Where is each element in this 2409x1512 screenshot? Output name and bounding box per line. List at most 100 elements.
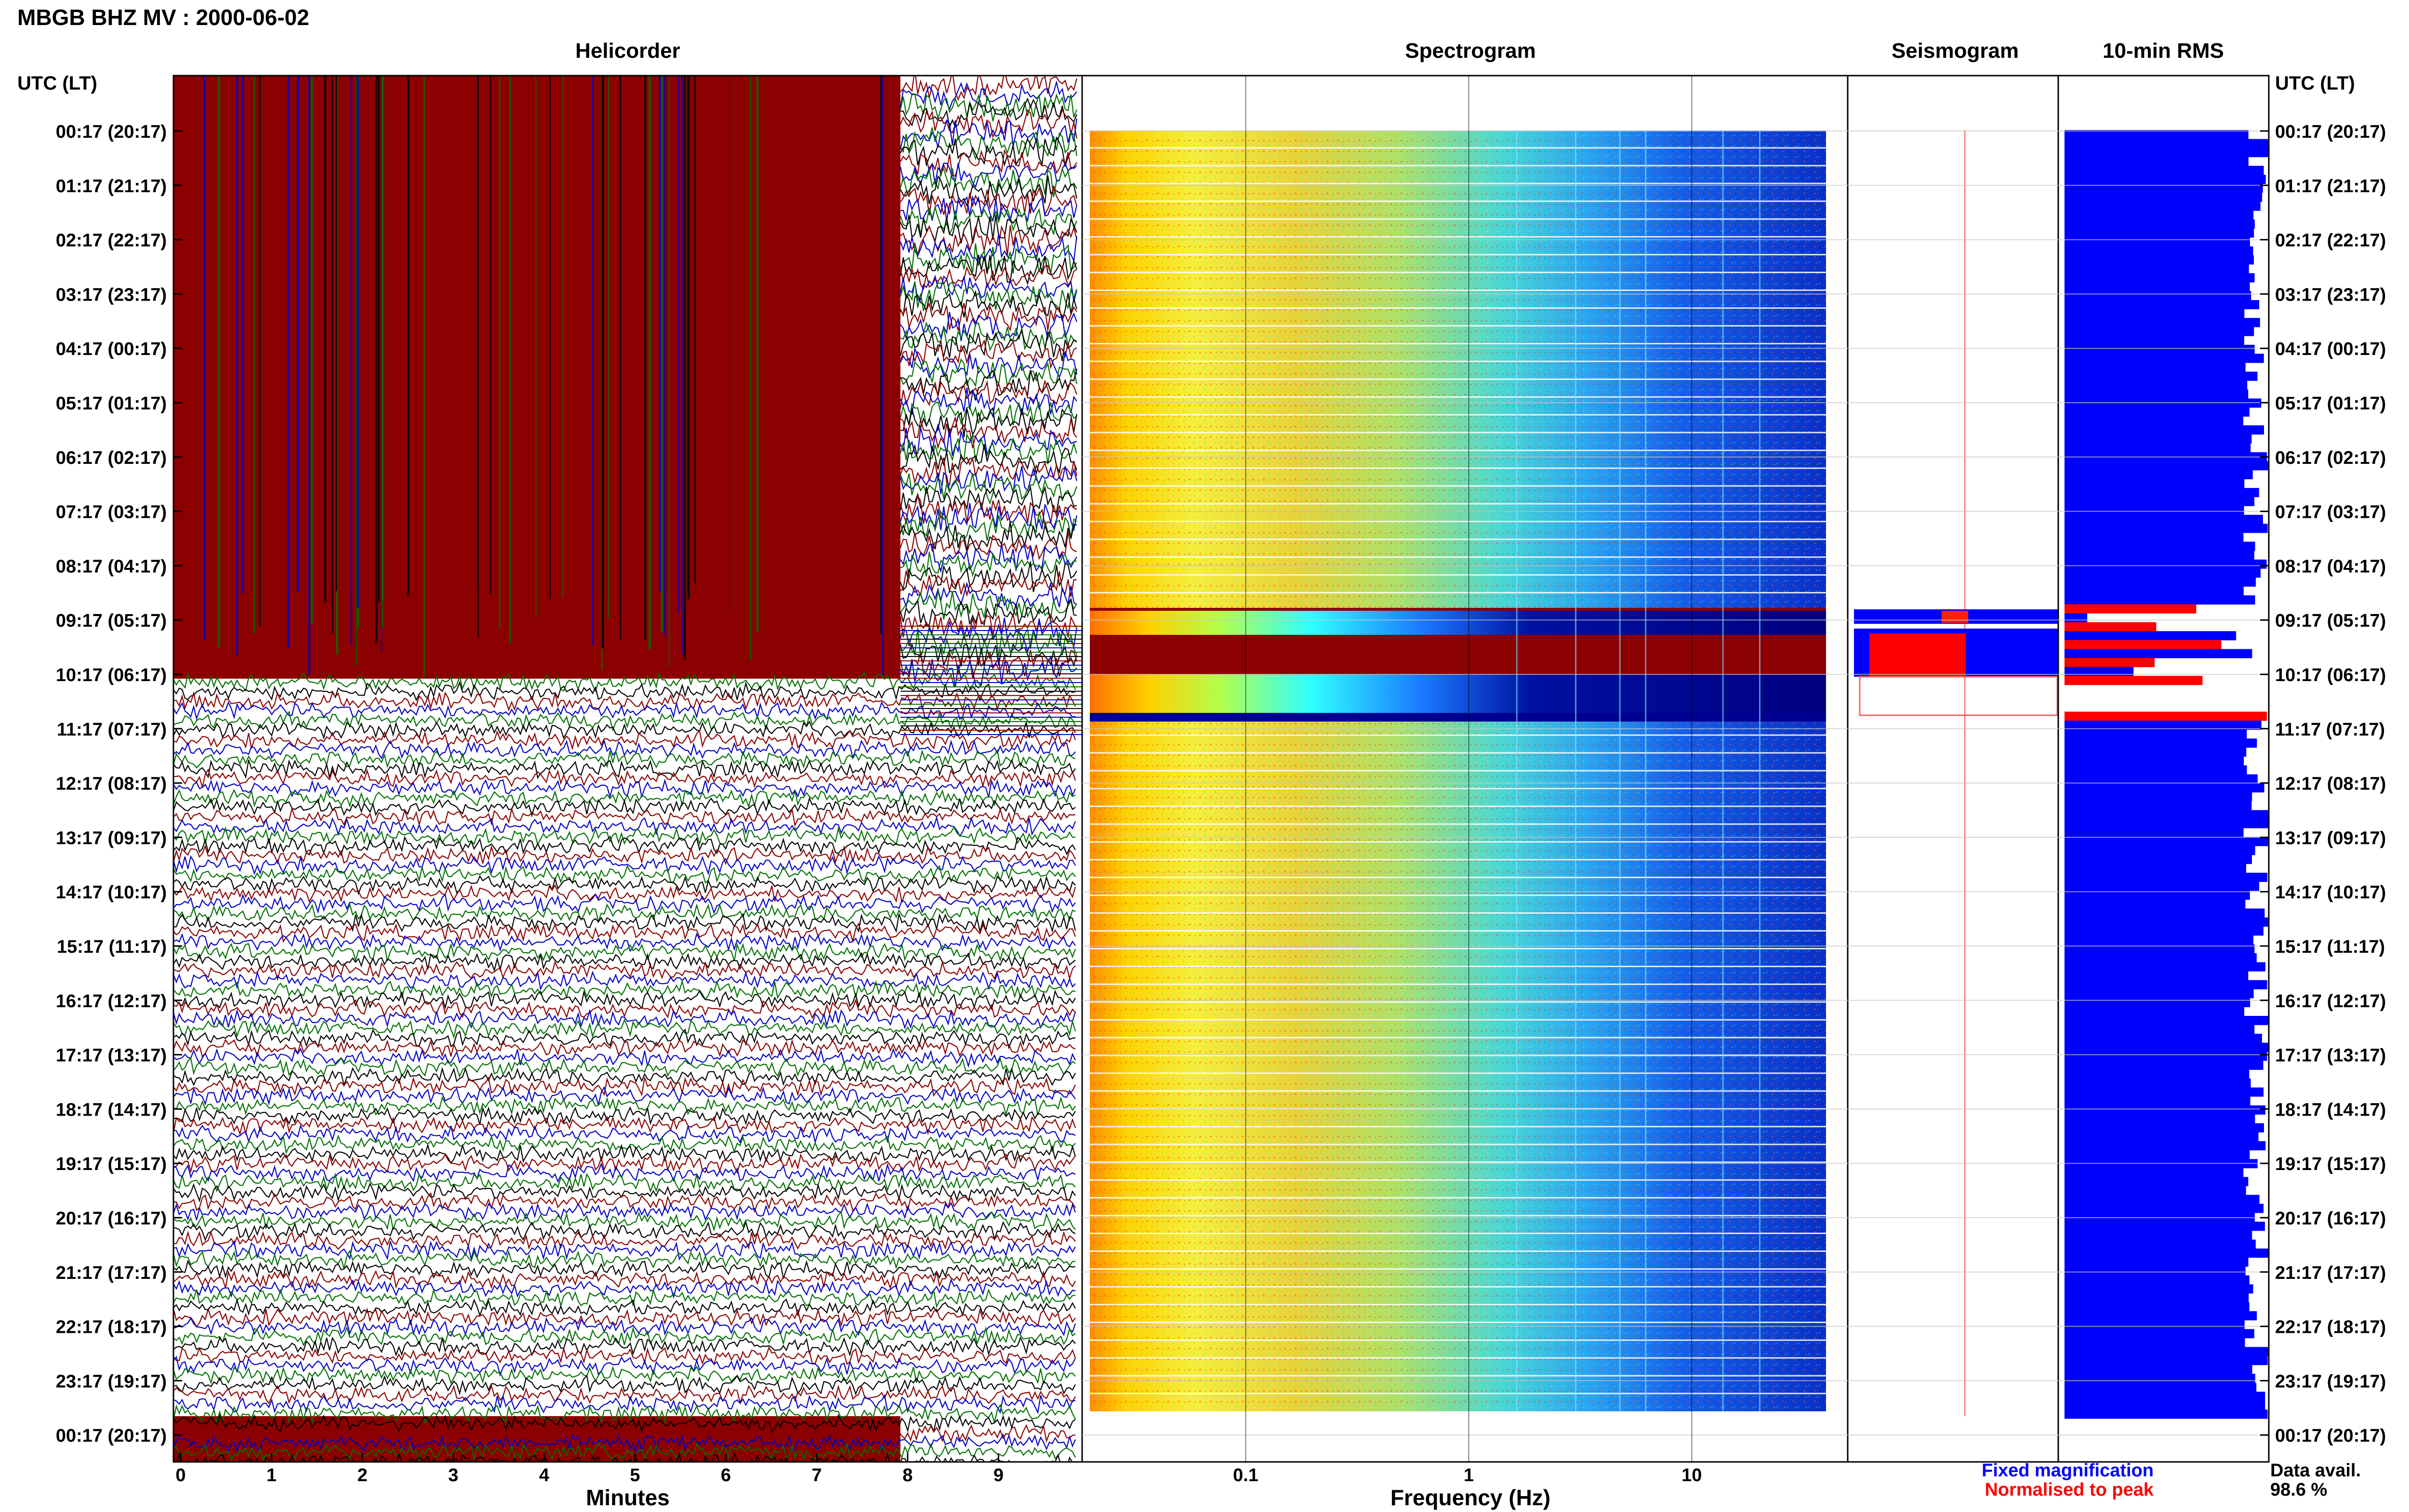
helicorder-trace — [900, 433, 1077, 464]
rms-bar — [2065, 667, 2134, 676]
helicorder-trace — [900, 161, 1077, 188]
left-time-label: 21:17 (17:17) — [56, 1263, 167, 1283]
rms-bar — [2065, 792, 2252, 802]
helicorder-trace — [173, 893, 1076, 914]
rms-bar — [2065, 219, 2255, 229]
rms-bar — [2065, 783, 2264, 793]
rms-bar — [2065, 747, 2247, 757]
rms-bar — [2065, 210, 2254, 220]
helicorder-trace — [173, 1433, 1076, 1454]
left-time-label: 12:17 (08:17) — [56, 774, 167, 794]
rms-bar — [2065, 765, 2247, 775]
rms-bar — [2065, 1078, 2251, 1088]
helicorder-trace — [900, 368, 1077, 401]
rms-bar — [2065, 837, 2269, 846]
helicorder-trace — [900, 656, 1077, 689]
rms-bar — [2065, 962, 2265, 972]
helicorder-trace — [900, 118, 1077, 150]
right-time-label: 17:17 (13:17) — [2275, 1046, 2386, 1066]
spectrogram-x-tick-label: 1 — [1464, 1465, 1474, 1486]
helicorder-trace — [173, 1182, 1076, 1203]
helicorder-trace — [173, 1086, 1076, 1106]
helicorder-trace — [900, 581, 1077, 608]
rms-bar — [2065, 1168, 2244, 1177]
rms-bar — [2065, 864, 2247, 873]
rms-bar — [2065, 1329, 2254, 1339]
helicorder-trace — [900, 503, 1077, 532]
left-time-label: 08:17 (04:17) — [56, 556, 167, 577]
helicorder-trace — [900, 532, 1077, 560]
helicorder-trace — [173, 691, 1076, 712]
helicorder-trace — [900, 407, 1077, 438]
helicorder-trace — [173, 979, 1076, 1001]
helicorder-x-tick-label: 1 — [266, 1465, 277, 1486]
spectrogram-event-row — [1090, 674, 1826, 713]
left-time-label: 03:17 (23:17) — [56, 285, 167, 305]
rms-bar — [2065, 255, 2254, 265]
helicorder-x-tick-label: 0 — [175, 1465, 185, 1486]
panel-frame — [1847, 75, 2059, 1463]
rms-bar — [2065, 774, 2258, 784]
rms-bar — [2065, 676, 2203, 685]
helicorder-trace — [173, 1124, 1076, 1144]
right-time-label: 12:17 (08:17) — [2275, 774, 2386, 794]
right-time-label: 07:17 (03:17) — [2275, 502, 2386, 523]
rms-bar — [2065, 1320, 2245, 1329]
helicorder-trace — [173, 1423, 1076, 1444]
left-time-label: 13:17 (09:17) — [56, 828, 167, 848]
helicorder-trace — [173, 903, 1076, 924]
spectrogram-x-tick-label: 10 — [1681, 1465, 1702, 1486]
rms-bar — [2065, 1409, 2268, 1419]
helicorder-trace — [173, 1278, 1076, 1299]
rms-bar — [2065, 810, 2269, 819]
right-time-label: 09:17 (05:17) — [2275, 611, 2386, 631]
rms-bar — [2065, 1186, 2246, 1196]
helicorder-trace — [900, 543, 1077, 574]
rms-bar — [2065, 443, 2251, 453]
helicorder-trace — [900, 175, 1077, 208]
helicorder-trace — [900, 444, 1077, 476]
right-time-label: 08:17 (04:17) — [2275, 556, 2386, 577]
rms-bar — [2065, 899, 2246, 909]
helicorder-trace — [173, 1066, 1076, 1088]
rms-bar — [2065, 381, 2248, 390]
left-time-label: 23:17 (19:17) — [56, 1371, 167, 1392]
helicorder-trace — [173, 1414, 1076, 1434]
rms-bar — [2065, 944, 2255, 954]
rms-bar — [2065, 1347, 2268, 1356]
helicorder-trace — [900, 289, 1077, 321]
left-time-label: 11:17 (07:17) — [57, 720, 167, 740]
rms-bar — [2065, 1105, 2265, 1115]
helicorder-x-tick-label: 4 — [539, 1465, 549, 1486]
helicorder-trace — [173, 710, 1076, 732]
helicorder-trace — [900, 643, 1077, 667]
rms-bar — [2065, 1239, 2256, 1249]
left-time-label: 02:17 (22:17) — [56, 231, 167, 251]
rms-bar — [2065, 953, 2257, 963]
helicorder-trace — [900, 379, 1077, 409]
helicorder-trace — [173, 815, 1076, 837]
rms-bar — [2065, 1123, 2264, 1133]
helicorder-trace — [173, 1374, 1076, 1396]
helicorder-trace — [900, 224, 1077, 257]
rms-bar — [2065, 389, 2249, 399]
right-time-label: 00:17 (20:17) — [2275, 1426, 2386, 1446]
helicorder-trace — [900, 109, 1077, 139]
right-time-label: 14:17 (10:17) — [2275, 882, 2386, 903]
helicorder-trace — [173, 729, 1076, 750]
helicorder-trace — [173, 1106, 1076, 1126]
spectrogram-event-row — [1090, 611, 1826, 635]
helicorder-trace — [173, 1162, 1076, 1183]
rms-bar — [2065, 1132, 2259, 1142]
rms-bar — [2065, 157, 2249, 166]
rms-bar — [2065, 264, 2249, 274]
rms-bar — [2065, 524, 2268, 533]
helicorder-trace — [173, 971, 1076, 991]
rms-bar — [2065, 935, 2254, 945]
rms-bar — [2065, 980, 2267, 989]
helicorder-trace — [173, 1316, 1076, 1338]
left-time-label: 15:17 (11:17) — [57, 937, 167, 957]
helicorder-trace — [173, 844, 1076, 865]
left-time-label: 19:17 (15:17) — [56, 1154, 167, 1174]
helicorder-trace — [173, 807, 1076, 828]
